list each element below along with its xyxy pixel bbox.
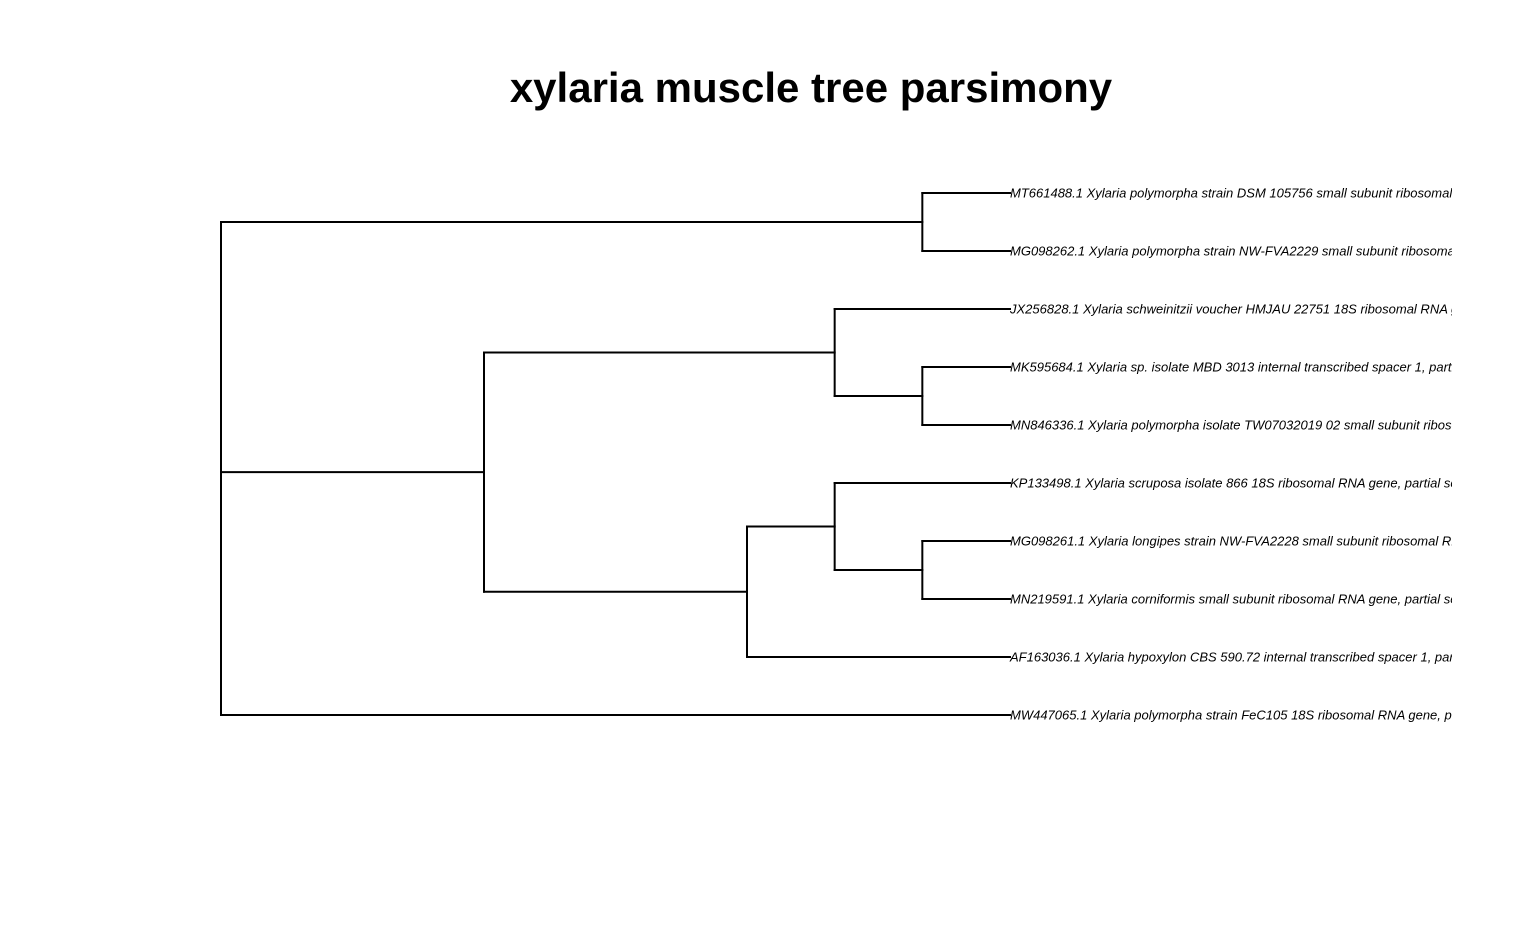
tip-labels: MT661488.1 Xylaria polymorpha strain DSM… [1009,186,1540,723]
tip-label-t8: MN219591.1 Xylaria corniformis small sub… [1010,592,1500,607]
tip-label-t5: MN846336.1 Xylaria polymorpha isolate TW… [1010,418,1540,433]
tree-title: xylaria muscle tree parsimony [510,64,1113,111]
tip-label-t1: MT661488.1 Xylaria polymorpha strain DSM… [1010,186,1540,201]
tip-label-t2: MG098262.1 Xylaria polymorpha strain NW-… [1010,244,1540,259]
tip-label-t7: MG098261.1 Xylaria longipes strain NW-FV… [1010,534,1540,549]
tip-label-t9: AF163036.1 Xylaria hypoxylon CBS 590.72 … [1009,650,1530,665]
tree-branches [220,192,1011,716]
tip-label-t4: MK595684.1 Xylaria sp. isolate MBD 3013 … [1010,360,1525,375]
tip-label-t6: KP133498.1 Xylaria scruposa isolate 866 … [1010,476,1500,491]
tip-label-t10: MW447065.1 Xylaria polymorpha strain FeC… [1010,708,1540,723]
tip-label-t3: JX256828.1 Xylaria schweinitzii voucher … [1009,302,1540,317]
